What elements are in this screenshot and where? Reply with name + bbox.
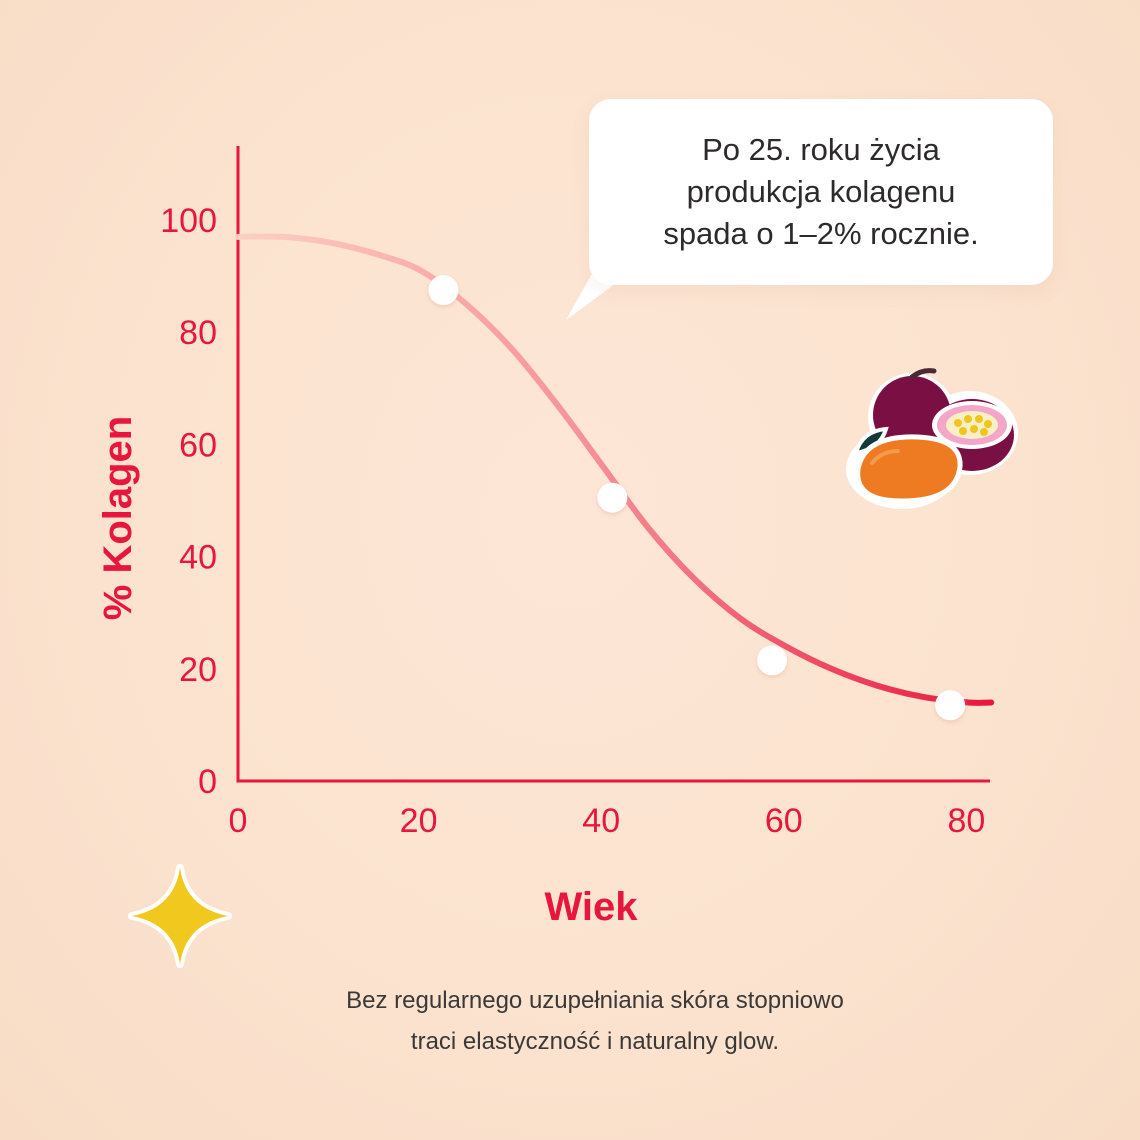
data-point [428,275,459,306]
data-point [935,690,966,721]
caption-line-2: traci elastyczność i naturalny glow. [410,1028,780,1055]
y-tick-label: 80 [179,314,217,352]
annotation-line-2: produkcja kolagenu [686,174,956,209]
caption: Bez regularnego uzupełniania skóra stopn… [270,980,920,1062]
data-point [597,482,628,513]
x-tick-label: 80 [947,802,985,840]
y-tick-label: 60 [179,426,217,464]
annotation-line-3: spada o 1–2% rocznie. [663,216,979,251]
y-tick-label: 0 [198,763,217,801]
x-tick-label: 60 [765,802,803,840]
y-tick-label: 20 [179,651,217,689]
sparkle-icon [128,864,232,968]
passion-fruit-mango-icon [846,368,1018,509]
y-tick-label: 40 [179,539,217,577]
x-tick-label: 20 [400,802,438,840]
annotation-bubble: Po 25. roku życia produkcja kolagenu spa… [589,99,1053,285]
x-axis-title: Wiek [544,885,638,929]
x-tick-label: 40 [582,802,620,840]
y-axis-title: % Kolagen [96,416,140,620]
data-point [757,645,788,676]
x-tick-label: 0 [229,802,248,840]
annotation-line-1: Po 25. roku życia [702,132,940,167]
caption-line-1: Bez regularnego uzupełniania skóra stopn… [346,987,844,1014]
y-tick-label: 100 [160,202,217,240]
